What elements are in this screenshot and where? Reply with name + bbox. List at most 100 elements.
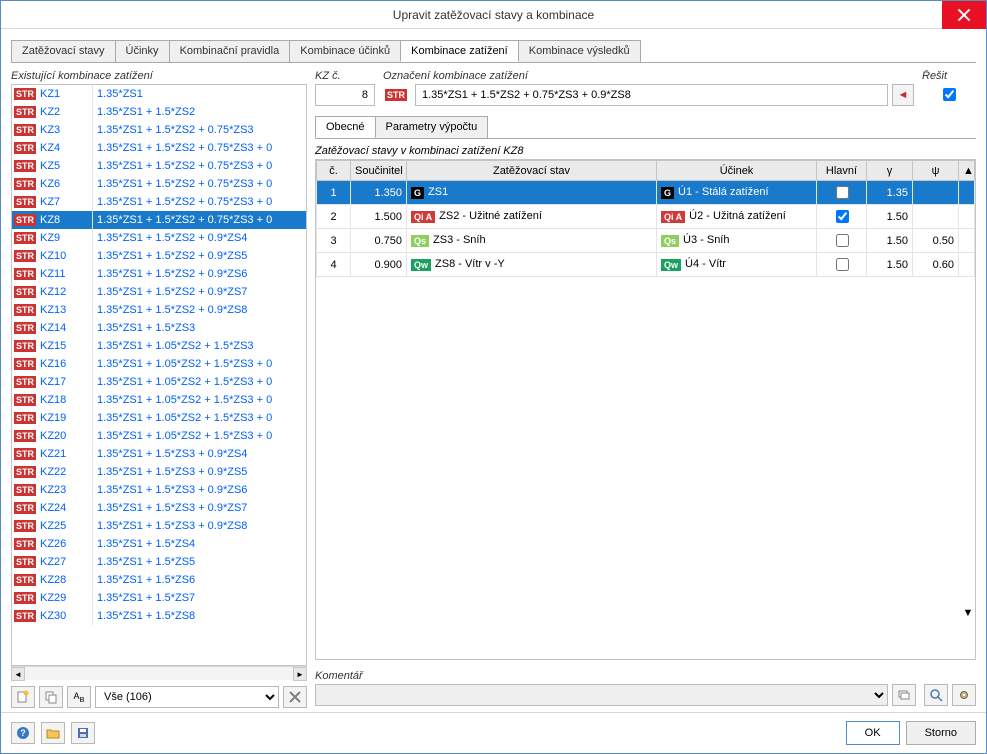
combination-list-item[interactable]: STRKZ191.35*ZS1 + 1.05*ZS2 + 1.5*ZS3 + 0 (12, 409, 306, 427)
combination-list-item[interactable]: STRKZ11.35*ZS1 (12, 85, 306, 103)
combination-list-item[interactable]: STRKZ121.35*ZS1 + 1.5*ZS2 + 0.9*ZS7 (12, 283, 306, 301)
copy-button[interactable] (39, 686, 63, 708)
combination-list-item[interactable]: STRKZ231.35*ZS1 + 1.5*ZS3 + 0.9*ZS6 (12, 481, 306, 499)
combination-list-item[interactable]: STRKZ201.35*ZS1 + 1.05*ZS2 + 1.5*ZS3 + 0 (12, 427, 306, 445)
grid-row[interactable]: 40.900QwZS8 - Vítr v -YQwÚ4 - Vítr1.500.… (317, 253, 975, 277)
combination-list-item[interactable]: STRKZ91.35*ZS1 + 1.5*ZS2 + 0.9*ZS4 (12, 229, 306, 247)
scroll-track[interactable] (25, 667, 293, 680)
category-badge: Qi A (661, 211, 685, 223)
combination-list-item[interactable]: STRKZ141.35*ZS1 + 1.5*ZS3 (12, 319, 306, 337)
filter-select[interactable]: Vše (106) (95, 686, 279, 708)
grid-row[interactable]: 11.350GZS1GÚ1 - Stálá zatížení1.35 (317, 181, 975, 205)
str-badge: STR (14, 304, 36, 316)
new-button[interactable] (11, 686, 35, 708)
new-icon (16, 690, 30, 704)
ok-button[interactable]: OK (846, 721, 900, 745)
main-checkbox[interactable] (836, 210, 849, 223)
combination-formula: 1.35*ZS1 + 1.5*ZS7 (97, 592, 306, 604)
horizontal-scrollbar[interactable]: ◄ ► (11, 666, 307, 680)
combination-list-item[interactable]: STRKZ51.35*ZS1 + 1.5*ZS2 + 0.75*ZS3 + 0 (12, 157, 306, 175)
main-checkbox[interactable] (836, 186, 849, 199)
save-button[interactable] (71, 722, 95, 744)
sub-tab[interactable]: Obecné (315, 116, 376, 138)
category-badge: Qs (661, 235, 679, 247)
combination-list-item[interactable]: STRKZ161.35*ZS1 + 1.05*ZS2 + 1.5*ZS3 + 0 (12, 355, 306, 373)
load-combination-list[interactable]: STRKZ11.35*ZS1STRKZ21.35*ZS1 + 1.5*ZS2ST… (11, 84, 307, 666)
combination-list-item[interactable]: STRKZ241.35*ZS1 + 1.5*ZS3 + 0.9*ZS7 (12, 499, 306, 517)
grid-row[interactable]: 30.750QsZS3 - SníhQsÚ3 - Sníh1.500.50 (317, 229, 975, 253)
sort-button[interactable]: AB (67, 686, 91, 708)
combination-list-item[interactable]: STRKZ31.35*ZS1 + 1.5*ZS2 + 0.75*ZS3 (12, 121, 306, 139)
combination-formula: 1.35*ZS1 + 1.05*ZS2 + 1.5*ZS3 + 0 (97, 376, 306, 388)
col-psi: ψ (913, 161, 959, 181)
cell-main[interactable] (817, 253, 867, 277)
combination-list-item[interactable]: STRKZ61.35*ZS1 + 1.5*ZS2 + 0.75*ZS3 + 0 (12, 175, 306, 193)
combination-list-item[interactable]: STRKZ81.35*ZS1 + 1.5*ZS2 + 0.75*ZS3 + 0 (12, 211, 306, 229)
combination-id: KZ27 (40, 556, 92, 568)
comment-pick-button[interactable] (892, 684, 916, 706)
category-badge: G (411, 187, 424, 199)
close-button[interactable] (942, 1, 986, 29)
details-button[interactable] (924, 684, 948, 706)
combination-list-item[interactable]: STRKZ41.35*ZS1 + 1.5*ZS2 + 0.75*ZS3 + 0 (12, 139, 306, 157)
cell-number: 2 (317, 205, 351, 229)
cell-gamma: 1.50 (867, 205, 913, 229)
grid-row[interactable]: 21.500Qi AZS2 - Užitné zatíženíQi AÚ2 - … (317, 205, 975, 229)
settings-button[interactable] (952, 684, 976, 706)
comment-select[interactable] (315, 684, 888, 706)
str-badge: STR (14, 610, 36, 622)
sub-tab[interactable]: Parametry výpočtu (375, 116, 489, 138)
str-badge: STR (385, 89, 407, 101)
main-checkbox[interactable] (836, 234, 849, 247)
main-checkbox[interactable] (836, 258, 849, 271)
combination-list-item[interactable]: STRKZ181.35*ZS1 + 1.05*ZS2 + 1.5*ZS3 + 0 (12, 391, 306, 409)
combination-formula: 1.35*ZS1 (97, 88, 306, 100)
main-tab[interactable]: Kombinace výsledků (518, 40, 641, 62)
combination-list-item[interactable]: STRKZ101.35*ZS1 + 1.5*ZS2 + 0.9*ZS5 (12, 247, 306, 265)
combination-name-input[interactable] (415, 84, 888, 106)
combination-id: KZ15 (40, 340, 92, 352)
combination-id: KZ2 (40, 106, 92, 118)
combination-list-item[interactable]: STRKZ171.35*ZS1 + 1.05*ZS2 + 1.5*ZS3 + 0 (12, 373, 306, 391)
combination-list-item[interactable]: STRKZ291.35*ZS1 + 1.5*ZS7 (12, 589, 306, 607)
combination-list-item[interactable]: STRKZ271.35*ZS1 + 1.5*ZS5 (12, 553, 306, 571)
combination-list-item[interactable]: STRKZ21.35*ZS1 + 1.5*ZS2 (12, 103, 306, 121)
cancel-button[interactable]: Storno (906, 721, 976, 745)
main-tab[interactable]: Zatěžovací stavy (11, 40, 116, 62)
combination-list-item[interactable]: STRKZ281.35*ZS1 + 1.5*ZS6 (12, 571, 306, 589)
cell-main[interactable] (817, 181, 867, 205)
nav-back-button[interactable]: ◄ (892, 84, 914, 106)
scroll-right-icon[interactable]: ► (293, 667, 307, 681)
cell-main[interactable] (817, 229, 867, 253)
open-button[interactable] (41, 722, 65, 744)
cell-factor: 1.350 (351, 181, 407, 205)
combination-list-item[interactable]: STRKZ111.35*ZS1 + 1.5*ZS2 + 0.9*ZS6 (12, 265, 306, 283)
main-tab[interactable]: Kombinace zatížení (400, 40, 519, 62)
scroll-left-icon[interactable]: ◄ (11, 667, 25, 681)
cell-main[interactable] (817, 205, 867, 229)
combination-list-item[interactable]: STRKZ151.35*ZS1 + 1.05*ZS2 + 1.5*ZS3 (12, 337, 306, 355)
dialog-window: Upravit zatěžovací stavy a kombinace Zat… (0, 0, 987, 754)
cell-action: GÚ1 - Stálá zatížení (657, 181, 817, 205)
combination-list-item[interactable]: STRKZ261.35*ZS1 + 1.5*ZS4 (12, 535, 306, 553)
combination-id: KZ24 (40, 502, 92, 514)
combination-list-item[interactable]: STRKZ221.35*ZS1 + 1.5*ZS3 + 0.9*ZS5 (12, 463, 306, 481)
main-tab[interactable]: Kombinační pravidla (169, 40, 291, 62)
str-badge: STR (14, 574, 36, 586)
solve-checkbox[interactable] (926, 88, 973, 101)
combination-list-item[interactable]: STRKZ301.35*ZS1 + 1.5*ZS8 (12, 607, 306, 625)
combination-list-item[interactable]: STRKZ251.35*ZS1 + 1.5*ZS3 + 0.9*ZS8 (12, 517, 306, 535)
main-tab[interactable]: Kombinace účinků (289, 40, 401, 62)
combination-list-item[interactable]: STRKZ211.35*ZS1 + 1.5*ZS3 + 0.9*ZS4 (12, 445, 306, 463)
cell-number: 3 (317, 229, 351, 253)
magnifier-icon (929, 688, 943, 702)
delete-button[interactable] (283, 686, 307, 708)
kz-number-input[interactable] (315, 84, 375, 106)
main-tab[interactable]: Účinky (115, 40, 170, 62)
combination-list-item[interactable]: STRKZ131.35*ZS1 + 1.5*ZS2 + 0.9*ZS8 (12, 301, 306, 319)
load-cases-grid[interactable]: č. Součinitel Zatěžovací stav Účinek Hla… (315, 159, 976, 660)
str-badge: STR (14, 340, 36, 352)
str-badge: STR (14, 394, 36, 406)
combination-list-item[interactable]: STRKZ71.35*ZS1 + 1.5*ZS2 + 0.75*ZS3 + 0 (12, 193, 306, 211)
help-button[interactable]: ? (11, 722, 35, 744)
